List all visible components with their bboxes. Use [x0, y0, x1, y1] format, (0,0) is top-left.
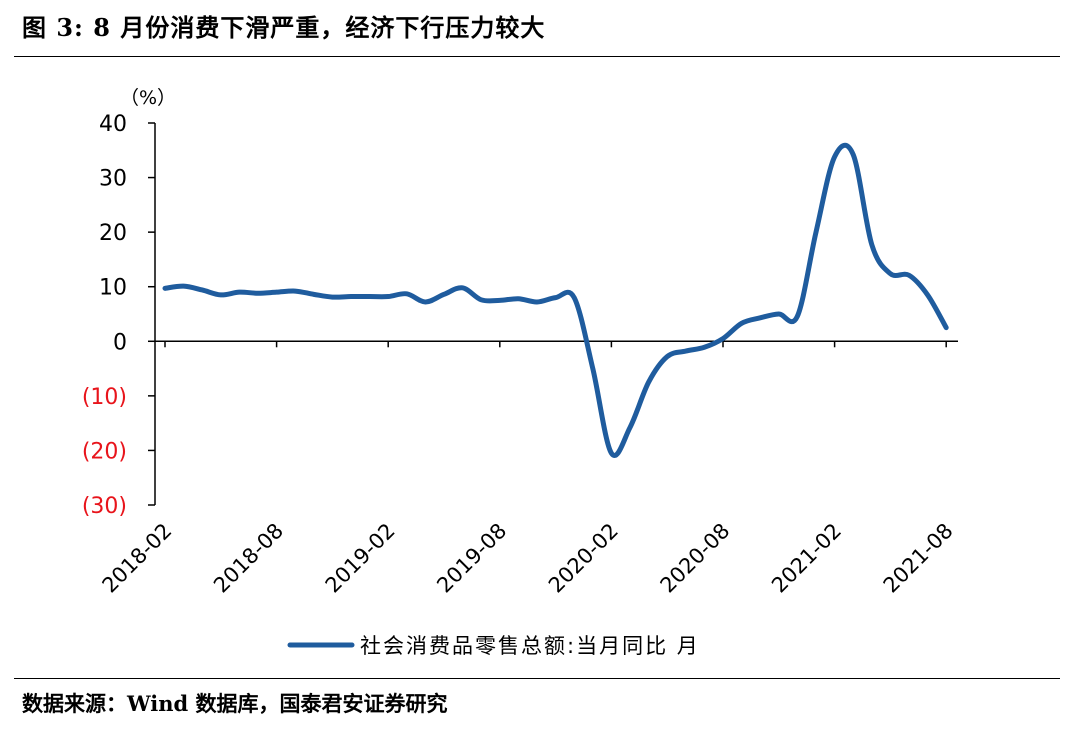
x-tick-label: 2020-02	[544, 519, 623, 598]
x-tick-label: 2019-08	[432, 519, 511, 598]
data-point	[777, 312, 781, 316]
data-point	[740, 321, 744, 325]
data-point	[647, 380, 651, 384]
data-point	[293, 289, 297, 293]
data-point	[461, 286, 465, 290]
data-point	[814, 230, 818, 234]
data-point	[758, 316, 762, 320]
y-axis-unit-label: （%）	[120, 87, 176, 109]
y-tick-label: (10)	[82, 385, 127, 410]
data-point	[609, 451, 613, 455]
y-axis-ticks: 40 30 20 10 0 (10) (20) (30)	[82, 112, 156, 519]
series-line	[162, 142, 949, 458]
x-tick-label: 2021-08	[879, 519, 958, 598]
data-point	[572, 296, 576, 300]
y-tick-label: 20	[99, 221, 127, 246]
data-point	[554, 296, 558, 300]
data-point	[442, 292, 446, 296]
data-point	[386, 295, 390, 299]
data-point	[926, 293, 930, 297]
data-point	[833, 155, 837, 159]
data-point	[907, 273, 911, 277]
data-point	[702, 345, 706, 349]
legend-label: 社会消费品零售总额:当月同比 月	[360, 634, 700, 658]
top-rule	[14, 56, 1060, 57]
data-point	[237, 290, 241, 294]
x-axis-ticks: 2018-02 2018-08 2019-02 2019-08 2020-02 2020-…	[98, 340, 958, 598]
data-point	[888, 272, 892, 276]
data-point	[479, 298, 483, 302]
data-point	[330, 295, 334, 299]
y-tick-label: (20)	[82, 439, 127, 464]
y-tick-label: 30	[99, 167, 127, 192]
data-point	[498, 298, 502, 302]
y-tick-label: 40	[99, 112, 127, 137]
data-point	[312, 292, 316, 296]
y-tick-label: 10	[99, 276, 127, 301]
y-tick-label: (30)	[82, 494, 127, 519]
x-tick-label: 2020-08	[656, 519, 735, 598]
source-note: 数据来源：Wind 数据库，国泰君安证券研究	[22, 691, 448, 716]
data-point	[628, 426, 632, 430]
line-chart: 40 30 20 10 0 (10) (20) (30) 2018-02 2018-08 2019…	[82, 87, 958, 658]
data-point	[349, 295, 353, 299]
data-point	[870, 243, 874, 247]
data-point	[163, 286, 167, 290]
data-point	[944, 326, 948, 330]
figure-title: 图 3: 8 月份消费下滑严重，经济下行压力较大	[22, 13, 546, 42]
data-point	[721, 337, 725, 341]
data-point	[535, 300, 539, 304]
data-point	[591, 367, 595, 371]
series-layer	[162, 142, 949, 458]
data-point	[795, 314, 799, 318]
bottom-rule	[14, 678, 1060, 679]
data-point	[275, 290, 279, 294]
data-point	[256, 291, 260, 295]
data-point	[851, 153, 855, 157]
data-point	[219, 293, 223, 297]
data-point	[423, 300, 427, 304]
data-point	[516, 297, 520, 301]
x-tick-label: 2021-02	[767, 519, 846, 598]
x-tick-label: 2018-08	[209, 519, 288, 598]
data-point	[684, 349, 688, 353]
x-tick-label: 2018-02	[98, 519, 177, 598]
data-point	[405, 292, 409, 296]
legend: 社会消费品零售总额:当月同比 月	[287, 634, 700, 658]
x-tick-label: 2019-02	[321, 519, 400, 598]
y-tick-label: 0	[113, 330, 127, 355]
data-point	[665, 355, 669, 359]
data-point	[200, 288, 204, 292]
data-point	[182, 284, 186, 288]
data-point	[368, 295, 372, 299]
